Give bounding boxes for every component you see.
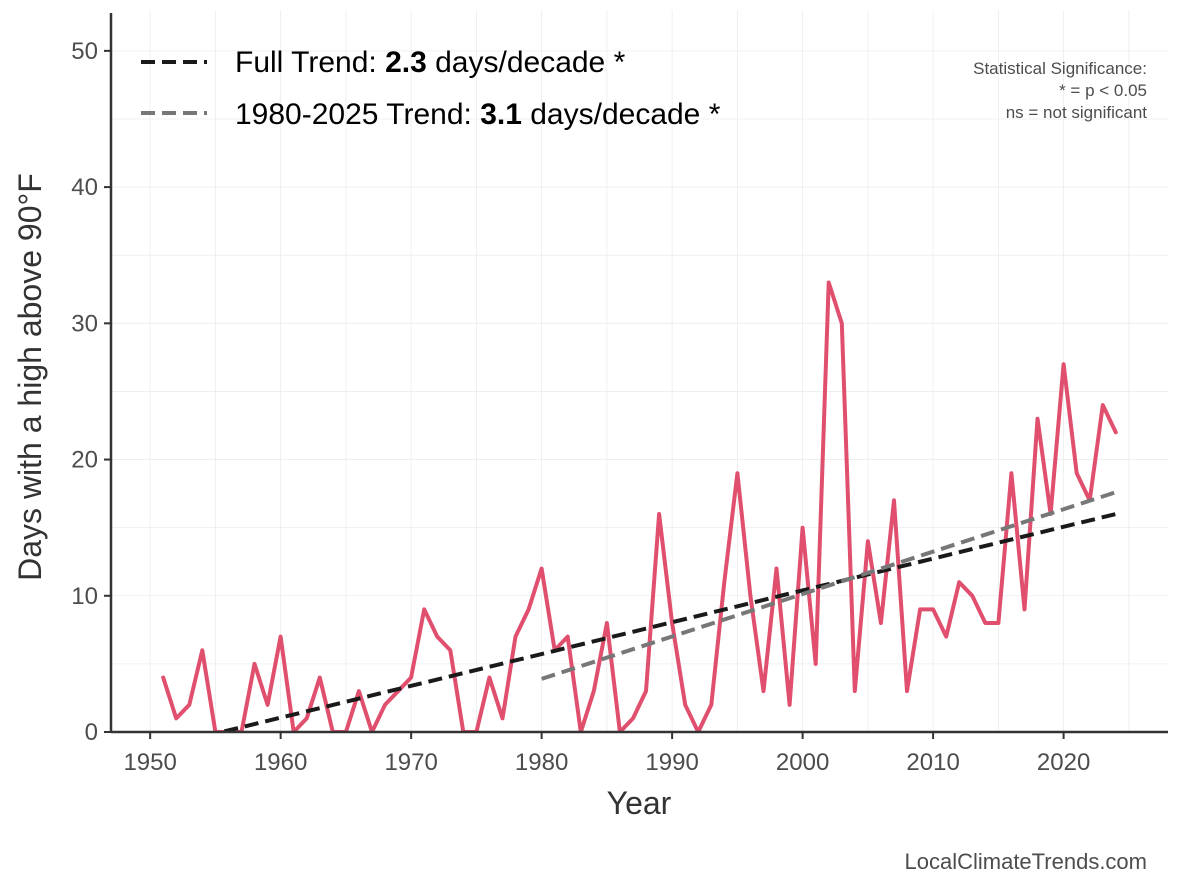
legend-1980-value: 3.1 xyxy=(480,98,522,131)
x-tick-label: 1980 xyxy=(515,749,568,776)
y-tick-label: 0 xyxy=(85,719,98,746)
legend-1980-suffix: days/decade * xyxy=(522,98,721,131)
legend-entry-1980-trend: 1980-2025 Trend: 3.1 days/decade * xyxy=(235,98,721,131)
x-tick-label: 2020 xyxy=(1037,749,1090,776)
y-tick-label: 50 xyxy=(71,38,98,65)
series-line-days-above-90f xyxy=(161,280,1118,732)
y-tick-label: 30 xyxy=(71,310,98,337)
axes: 1950 1960 1970 1980 1990 2000 2010 2020 0 10 20 30 4… xyxy=(71,13,1168,776)
x-tick-label: 1960 xyxy=(254,749,307,776)
legend-full-prefix: Full Trend: xyxy=(235,46,385,79)
x-tick-label: 1970 xyxy=(384,749,437,776)
y-axis-title: Days with a high above 90°F xyxy=(12,173,48,581)
x-tick-label: 2010 xyxy=(906,749,959,776)
source-credit: LocalClimateTrends.com xyxy=(905,849,1148,874)
significance-note: Statistical Significance: * = p < 0.05 n… xyxy=(973,59,1147,122)
data-layer xyxy=(161,280,1118,732)
y-tick-label: 10 xyxy=(71,583,98,610)
trend-line-full xyxy=(213,512,1117,732)
legend-1980-prefix: 1980-2025 Trend: xyxy=(235,98,480,131)
trend-line-1980-2025 xyxy=(541,490,1117,681)
y-tick-label: 40 xyxy=(71,174,98,201)
y-tick-label: 20 xyxy=(71,447,98,474)
legend-full-value: 2.3 xyxy=(385,46,427,79)
x-tick-label: 1990 xyxy=(645,749,698,776)
legend-entry-full-trend: Full Trend: 2.3 days/decade * xyxy=(235,46,626,79)
x-tick-label: 2000 xyxy=(776,749,829,776)
significance-line-1: Statistical Significance: xyxy=(973,59,1147,78)
significance-line-2: * = p < 0.05 xyxy=(1059,81,1147,100)
legend-full-suffix: days/decade * xyxy=(427,46,626,79)
legend: Full Trend: 2.3 days/decade * 1980-2025 … xyxy=(141,46,721,131)
significance-line-3: ns = not significant xyxy=(1006,103,1148,122)
x-axis-title: Year xyxy=(607,785,672,821)
x-tick-label: 1950 xyxy=(123,749,176,776)
grid xyxy=(111,10,1168,733)
